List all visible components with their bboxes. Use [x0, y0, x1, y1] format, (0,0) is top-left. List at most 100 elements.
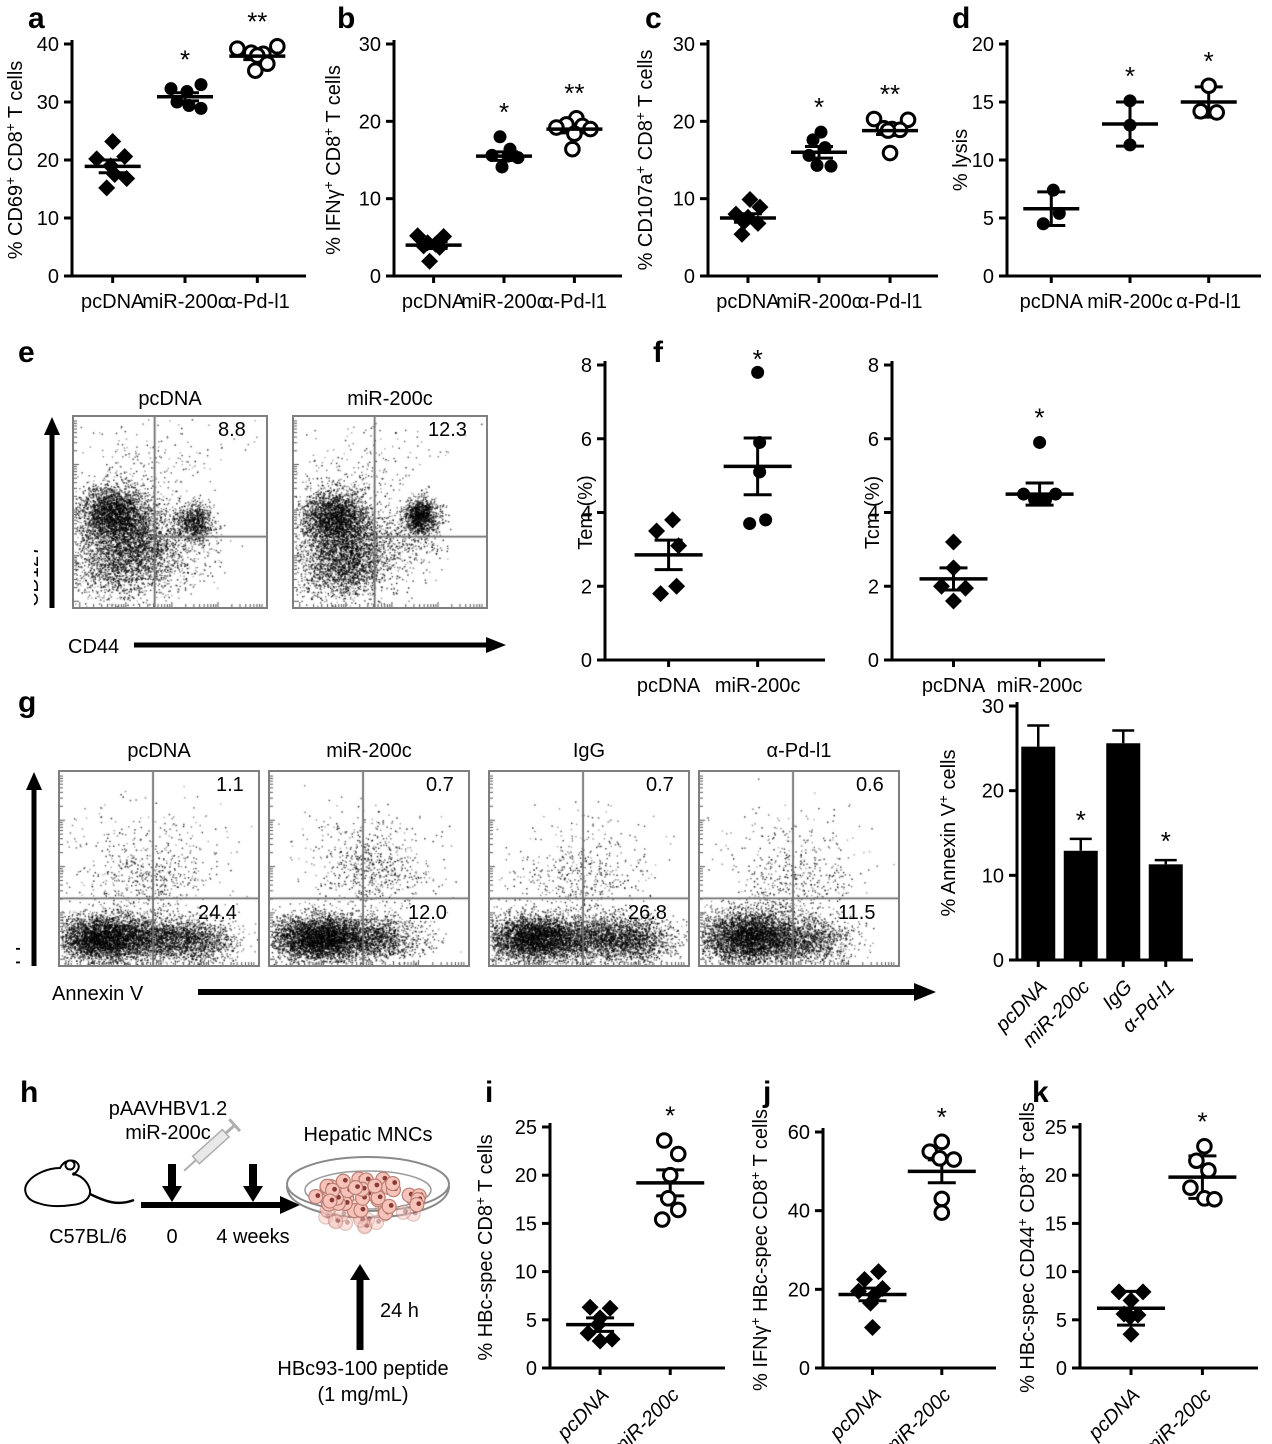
svg-text:0: 0 — [1056, 1358, 1067, 1380]
svg-text:10: 10 — [972, 150, 994, 172]
svg-text:% IFNγ+ CD8+ T cells: % IFNγ+ CD8+ T cells — [321, 65, 345, 255]
time-start-label: 0 — [166, 1226, 178, 1248]
pi-axis-label: PI — [16, 946, 25, 965]
svg-text:% HBc-spec CD8+ T cells: % HBc-spec CD8+ T cells — [473, 1134, 497, 1360]
svg-text:pcDNA: pcDNA — [553, 1384, 614, 1444]
svg-text:10: 10 — [1045, 1262, 1067, 1284]
annexin-axis-arrow — [198, 983, 936, 1001]
svg-text:20: 20 — [982, 781, 1004, 803]
svg-text:*: * — [937, 1102, 947, 1132]
svg-text:pcDNA: pcDNA — [402, 291, 466, 313]
svg-text:15: 15 — [515, 1213, 537, 1235]
svg-text:20: 20 — [359, 111, 381, 133]
svg-text:*: * — [1161, 826, 1171, 856]
petri-dish-icon — [286, 1156, 450, 1235]
svg-text:pcDNA: pcDNA — [81, 291, 145, 313]
cd44-axis-arrow — [134, 637, 506, 653]
flow-g-gate-mid-pcdna: 24.4 — [198, 902, 237, 924]
panel-f-tcm-chart: 0 2 4 6 8 pcDNA * miR-200c Tcm (%) — [862, 355, 1105, 697]
svg-text:miR-200c: miR-200c — [608, 1384, 684, 1444]
petri-cells — [308, 1171, 427, 1235]
svg-text:pcDNA: pcDNA — [922, 675, 986, 697]
svg-text:5: 5 — [526, 1310, 537, 1332]
svg-text:20: 20 — [972, 34, 994, 56]
svg-text:miR-200c: miR-200c — [997, 675, 1083, 697]
panel-i: i 0 5 10 15 20 25 pcDNA * miR-200c % HBc-spec CD8… — [470, 1068, 730, 1444]
panel-letter-h: h — [20, 1076, 39, 1109]
peptide-label-line1: HBc93-100 peptide — [277, 1358, 449, 1380]
svg-text:*: * — [180, 45, 190, 75]
svg-text:*: * — [753, 350, 763, 374]
panel-k-chart: 0 5 10 15 20 25 pcDNA * miR-200c % HBc-spec CD44+… — [1015, 1102, 1258, 1444]
panel-k: k 0 5 10 15 20 25 pcDNA * miR-200c % HBc-spec CD4… — [1012, 1068, 1272, 1444]
svg-text:*: * — [1035, 402, 1045, 432]
svg-text:*: * — [814, 92, 824, 122]
injection-label-line2: miR-200c — [125, 1122, 211, 1144]
svg-text:0: 0 — [799, 1358, 810, 1380]
svg-text:% lysis: % lysis — [950, 129, 972, 191]
svg-text:25: 25 — [515, 1117, 537, 1139]
panel-f-tem-chart: 0 2 4 6 8 pcDNA * miR-200c Tem (%) — [575, 350, 825, 697]
flow-g-gate-mid-mir200c: 12.0 — [408, 902, 447, 924]
svg-text:*: * — [1197, 1106, 1207, 1136]
panel-b: b 0 10 20 30 pcDNA * miR-200c ** α-Pd-l1 % IFNγ+ … — [318, 0, 630, 332]
svg-text:% Annexin V+ cells: % Annexin V+ cells — [936, 750, 960, 917]
svg-text:pcDNA: pcDNA — [1083, 1384, 1144, 1444]
flow-g-title-igg: IgG — [572, 740, 606, 762]
svg-text:pcDNA: pcDNA — [716, 291, 780, 313]
svg-text:20: 20 — [1045, 1165, 1067, 1187]
svg-text:0: 0 — [868, 650, 879, 672]
panel-a: a 0 10 20 30 40 pcDNA * miR-200c ** α-Pd-l1 % CD69… — [0, 0, 318, 332]
flow-e-title-pcdna: pcDNA — [138, 388, 202, 410]
panel-a-chart: 0 10 20 30 40 pcDNA * miR-200c ** α-Pd-l1 % CD69+ … — [3, 6, 306, 313]
flow-g-title-pcdna: pcDNA — [127, 740, 191, 762]
svg-text:% IFNγ+ HBc-spec CD8+ T cells: % IFNγ+ HBc-spec CD8+ T cells — [748, 1109, 772, 1391]
svg-text:2: 2 — [581, 576, 592, 598]
svg-text:*: * — [499, 97, 509, 127]
flow-e-title-mir200c: miR-200c — [347, 388, 433, 410]
svg-text:25: 25 — [1045, 1117, 1067, 1139]
flow-g-title-apdl1: α-Pd-l1 — [766, 740, 832, 762]
panel-c-chart: 0 10 20 30 pcDNA * miR-200c ** α-Pd-l1 % CD107a+ … — [633, 34, 938, 313]
cd44-axis-label: CD44 — [68, 636, 120, 658]
svg-text:8: 8 — [868, 355, 879, 377]
mouse-strain-label: C57BL/6 — [49, 1226, 127, 1248]
svg-text:40: 40 — [37, 34, 59, 56]
svg-text:*: * — [1204, 46, 1214, 76]
panel-h: h — [8, 1068, 470, 1444]
svg-text:0: 0 — [983, 266, 994, 288]
flow-g-gate-top-pcdna: 1.1 — [216, 774, 244, 796]
svg-text:10: 10 — [982, 865, 1004, 887]
svg-text:*: * — [665, 1100, 675, 1130]
panel-c: c 0 10 20 30 pcDNA * miR-200c ** α-Pd-l1 % CD107a… — [630, 0, 945, 332]
time-end-label: 4 weeks — [216, 1226, 290, 1248]
dish-label: Hepatic MNCs — [303, 1124, 433, 1146]
flow-g-plot-pcdna — [58, 770, 260, 967]
svg-text:**: ** — [564, 78, 584, 108]
panel-letter-k: k — [1032, 1076, 1049, 1109]
svg-text:20: 20 — [673, 111, 695, 133]
svg-text:*: * — [1125, 61, 1135, 91]
timeline-arrow — [141, 1196, 300, 1214]
annexin-axis-label: Annexin V — [52, 983, 144, 1005]
svg-text:15: 15 — [972, 92, 994, 114]
svg-text:pcDNA: pcDNA — [637, 675, 701, 697]
svg-text:10: 10 — [673, 189, 695, 211]
svg-text:8: 8 — [581, 355, 592, 377]
syringe-icon — [183, 1118, 242, 1172]
flow-g-gate-top-apdl1: 0.6 — [856, 774, 884, 796]
panel-g: g PI pcDNA miR-200c IgG α-Pd-l1 1.1 24.4… — [0, 680, 1272, 1072]
svg-text:% CD69+ CD8+ T cells: % CD69+ CD8+ T cells — [3, 61, 27, 260]
svg-text:2: 2 — [868, 576, 879, 598]
flow-g-plot-igg — [488, 770, 690, 967]
panel-d: d 0 5 10 15 20 pcDNA * miR-200c * α-Pd-l1 % lysis — [945, 0, 1272, 332]
svg-text:0: 0 — [684, 266, 695, 288]
peptide-label-line2: (1 mg/mL) — [317, 1384, 409, 1406]
panel-i-chart: 0 5 10 15 20 25 pcDNA * miR-200c % HBc-spec CD8+ … — [473, 1100, 725, 1444]
svg-text:40: 40 — [788, 1201, 810, 1223]
svg-text:30: 30 — [982, 696, 1004, 718]
cd127-axis-arrow: CD127 — [34, 417, 60, 608]
flow-e-gate-mir200c: 12.3 — [428, 419, 467, 441]
